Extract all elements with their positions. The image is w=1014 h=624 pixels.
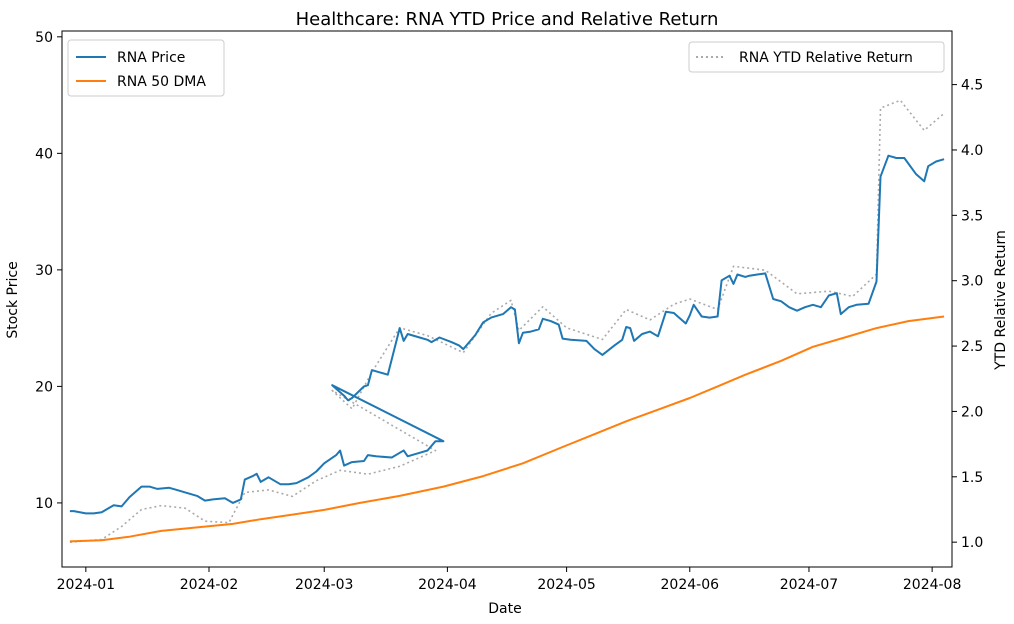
y-axis-right-label: YTD Relative Return (993, 230, 1009, 371)
y-axis-left-label: Stock Price (5, 261, 21, 338)
legend-label-price: RNA Price (117, 50, 185, 66)
series-layer (69, 99, 945, 543)
y-right-tick-label: 3.0 (961, 274, 983, 290)
y-axis-right: 1.0 1.5 2.0 2.5 3.0 3.5 4.0 4.5 (952, 78, 983, 551)
y-left-tick-label: 50 (35, 30, 53, 46)
legend-left-box (67, 39, 225, 97)
legend-label-relative-return: RNA YTD Relative Return (739, 50, 913, 66)
x-tick-label: 2024-04 (418, 577, 477, 593)
y-left-tick-label: 10 (35, 496, 53, 512)
legend-label-dma: RNA 50 DMA (117, 74, 206, 90)
y-left-tick-label: 20 (35, 379, 53, 395)
x-tick-label: 2024-07 (780, 577, 839, 593)
x-tick-label: 2024-01 (57, 577, 116, 593)
series-line-2 (69, 99, 945, 543)
x-tick-label: 2024-02 (180, 577, 239, 593)
y-right-tick-label: 1.5 (961, 470, 983, 486)
y-right-tick-label: 3.5 (961, 208, 983, 224)
legend-right: RNA YTD Relative Return (688, 41, 945, 73)
legend-left: RNA Price RNA 50 DMA (67, 39, 225, 97)
plot-frame (61, 30, 953, 568)
y-right-tick-label: 2.5 (961, 339, 983, 355)
x-axis-label: Date (488, 601, 521, 617)
y-axis-left: 10 20 30 40 50 (35, 30, 62, 512)
x-tick-label: 2024-03 (295, 577, 354, 593)
y-right-tick-label: 4.5 (961, 78, 983, 94)
legend-right-box (688, 41, 945, 73)
y-right-tick-label: 2.0 (961, 404, 983, 420)
y-right-tick-label: 4.0 (961, 143, 983, 159)
series-line-0 (69, 154, 945, 515)
series-line-1 (69, 315, 945, 543)
x-tick-label: 2024-06 (661, 577, 720, 593)
chart-title: Healthcare: RNA YTD Price and Relative R… (296, 9, 719, 30)
x-tick-label: 2024-05 (537, 577, 596, 593)
y-left-tick-label: 40 (35, 146, 53, 162)
x-tick-label: 2024-08 (903, 577, 962, 593)
x-axis: 2024-01 2024-02 2024-03 2024-04 2024-05 2024-… (57, 567, 962, 593)
y-left-tick-label: 30 (35, 263, 53, 279)
y-right-tick-label: 1.0 (961, 535, 983, 551)
